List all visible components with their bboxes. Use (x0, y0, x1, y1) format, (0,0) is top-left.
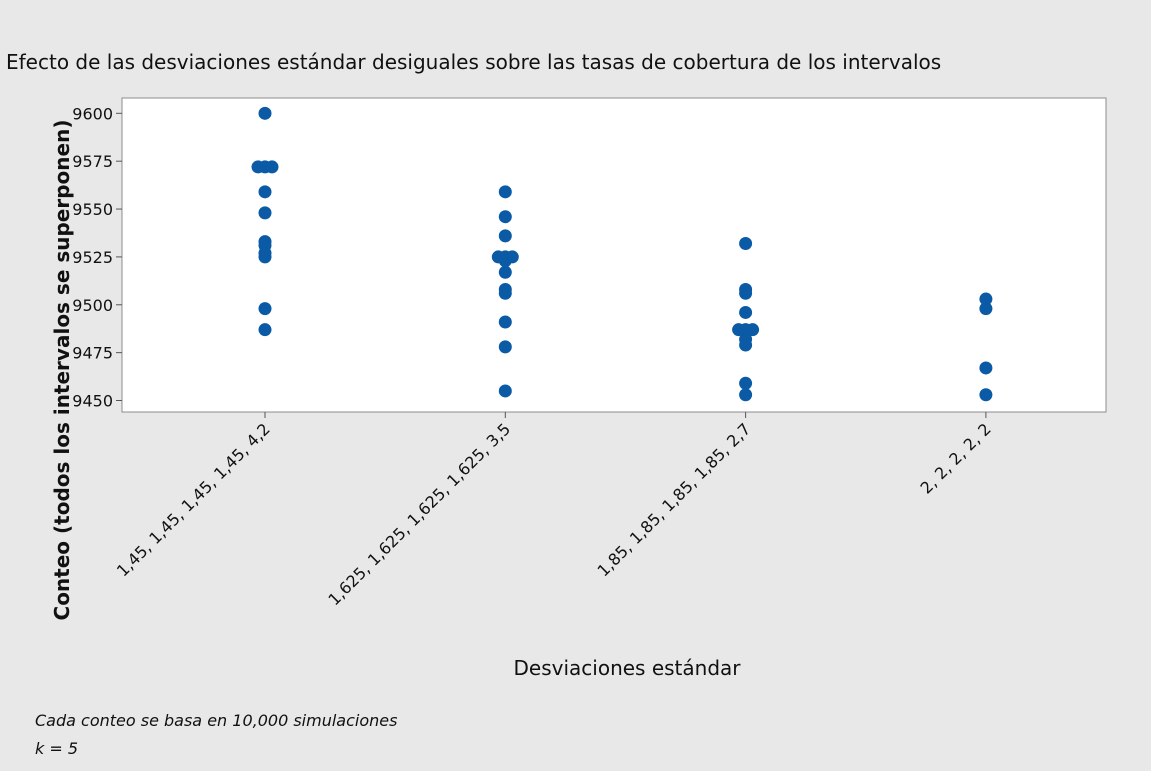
chart-title: Efecto de las desviaciones estándar desi… (6, 50, 941, 74)
y-tick-label: 9450 (72, 392, 113, 411)
y-tick-label: 9475 (72, 344, 113, 363)
data-point (258, 106, 272, 120)
data-point (258, 302, 272, 316)
data-point (498, 286, 512, 300)
data-point (498, 315, 512, 329)
data-point (739, 237, 753, 251)
data-point (739, 305, 753, 319)
data-point (739, 286, 753, 300)
data-point (498, 265, 512, 279)
data-point (258, 323, 272, 337)
y-axis-label: Conteo (todos los intervalos se superpon… (50, 120, 74, 621)
x-axis-label: Desviaciones estándar (514, 656, 742, 680)
y-tick-label: 9575 (72, 152, 113, 171)
data-point (498, 384, 512, 398)
data-point (746, 323, 760, 337)
data-point (739, 338, 753, 352)
data-point (498, 210, 512, 224)
data-point (258, 250, 272, 264)
y-tick-label: 9500 (72, 296, 113, 315)
data-point (258, 206, 272, 220)
data-point (979, 388, 993, 402)
y-tick-label: 9600 (72, 104, 113, 123)
data-point (979, 361, 993, 375)
data-point (498, 340, 512, 354)
data-point (979, 292, 993, 306)
plot-area (121, 97, 1107, 413)
data-point (498, 229, 512, 243)
data-point (258, 185, 272, 199)
y-tick-label: 9525 (72, 248, 113, 267)
data-point (498, 254, 512, 268)
note: k = 5 (35, 739, 78, 758)
data-point (739, 388, 753, 402)
data-point (739, 376, 753, 390)
data-point (498, 185, 512, 199)
y-tick-label: 9550 (72, 200, 113, 219)
note: Cada conteo se basa en 10,000 simulacion… (35, 711, 397, 730)
data-point (265, 160, 279, 174)
data-point (979, 302, 993, 316)
